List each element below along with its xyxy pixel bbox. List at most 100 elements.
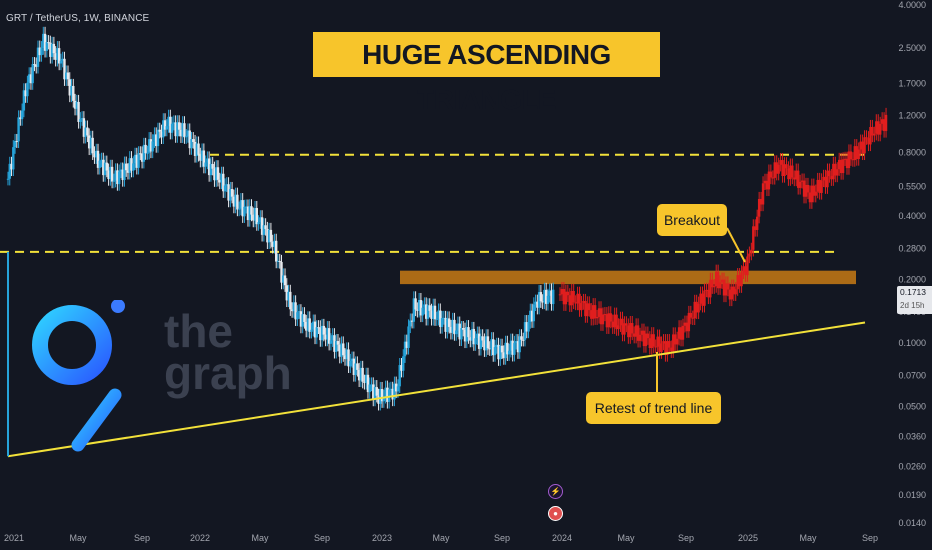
projection-candle-body xyxy=(716,271,720,289)
y-tick-label: 0.1000 xyxy=(898,338,926,348)
candle-body xyxy=(352,358,356,376)
projection-candle-body xyxy=(736,275,739,290)
candle-body xyxy=(271,241,274,247)
candle-body xyxy=(400,365,403,371)
candle-body xyxy=(320,325,324,341)
candle-body xyxy=(29,74,33,84)
candle-body xyxy=(38,47,41,56)
candle-body xyxy=(409,320,412,327)
candle-body xyxy=(195,143,199,156)
candle-body xyxy=(239,200,243,209)
projection-candle-body xyxy=(875,121,878,134)
candle-body xyxy=(264,225,267,229)
candle-body xyxy=(386,387,389,402)
candle-body xyxy=(372,384,375,400)
candle-body xyxy=(403,341,407,357)
candle-body xyxy=(287,291,290,301)
projection-candle-body xyxy=(865,137,868,139)
candle-body xyxy=(529,310,532,323)
projection-candle-body xyxy=(675,338,679,345)
projection-candle-body xyxy=(789,165,792,180)
candle-body xyxy=(363,381,366,383)
candle-body xyxy=(518,336,521,353)
candle-body xyxy=(440,318,444,328)
candle-body xyxy=(174,122,177,137)
candle-body xyxy=(437,310,440,319)
candle-body xyxy=(313,321,317,338)
candle-body xyxy=(19,117,22,120)
projection-candle-body xyxy=(627,325,630,338)
projection-candle-body xyxy=(685,322,689,332)
projection-candle-body xyxy=(578,293,581,311)
candle-body xyxy=(126,170,130,173)
projection-candle-body xyxy=(822,176,825,181)
projection-candle-body xyxy=(668,341,671,348)
x-tick-label: Sep xyxy=(862,533,878,543)
candle-body xyxy=(56,48,59,60)
candle-body xyxy=(368,384,371,393)
projection-candle-body xyxy=(867,138,870,145)
candle-body xyxy=(253,208,257,221)
projection-candle-body xyxy=(564,291,568,305)
candle-body xyxy=(419,300,423,316)
candle-body xyxy=(453,319,456,335)
y-tick-label: 0.2000 xyxy=(898,274,926,284)
candle-body xyxy=(479,336,483,349)
x-tick-label: May xyxy=(799,533,817,543)
candle-body xyxy=(13,141,17,148)
candle-body xyxy=(103,162,107,176)
candle-body xyxy=(442,317,446,319)
candle-body xyxy=(257,222,260,225)
candle-body xyxy=(469,337,472,341)
projection-candle-body xyxy=(683,322,687,326)
current-price: 0.1713 xyxy=(900,287,926,297)
candle-body xyxy=(335,341,338,352)
candle-body xyxy=(308,318,311,332)
projection-candle-body xyxy=(802,180,806,197)
lightning-event-icon[interactable]: ⚡ xyxy=(548,484,563,499)
projection-candle-body xyxy=(576,293,579,304)
y-tick-label: 0.0500 xyxy=(898,401,926,411)
candle-body xyxy=(209,163,213,176)
candle-body xyxy=(10,163,13,170)
y-tick-label: 1.2000 xyxy=(898,110,926,120)
projection-candle-body xyxy=(662,341,665,344)
x-tick-label: 2022 xyxy=(190,533,210,543)
y-tick-label: 0.5500 xyxy=(898,182,926,192)
projection-candle-body xyxy=(648,338,652,349)
candle-body xyxy=(299,311,303,327)
candle-body xyxy=(160,131,163,138)
projection-candle-body xyxy=(711,279,714,288)
breakout-pointer xyxy=(726,227,746,263)
candle-body xyxy=(527,322,530,332)
candle-body xyxy=(245,206,248,208)
candle-body xyxy=(6,178,10,180)
projection-candle-body xyxy=(849,151,853,160)
candle-body xyxy=(285,285,288,301)
candle-body xyxy=(444,317,447,332)
symbol-header[interactable]: GRT / TetherUS, 1W, BINANCE xyxy=(6,13,150,24)
projection-candle-body xyxy=(740,272,743,287)
candle-body xyxy=(310,329,313,332)
candle-body xyxy=(17,117,20,142)
projection-candle-body xyxy=(697,303,700,313)
candle-body xyxy=(463,329,467,342)
projection-candle-body xyxy=(619,318,622,326)
candle-body xyxy=(206,158,209,163)
candle-body xyxy=(389,388,393,390)
projection-candle-body xyxy=(642,330,646,347)
projection-candle-body xyxy=(757,198,761,217)
candle-body xyxy=(185,136,188,138)
us-flag-event-icon[interactable]: ● xyxy=(548,506,563,521)
candle-body xyxy=(252,214,255,221)
projection-candle-body xyxy=(580,303,583,311)
candle-body xyxy=(72,85,75,101)
candle-body xyxy=(137,153,140,168)
candle-body xyxy=(506,342,509,355)
candle-body xyxy=(423,304,426,308)
candle-body xyxy=(170,123,174,133)
projection-candle-body xyxy=(804,184,808,197)
candle-body xyxy=(382,396,386,402)
candle-body xyxy=(359,367,363,381)
